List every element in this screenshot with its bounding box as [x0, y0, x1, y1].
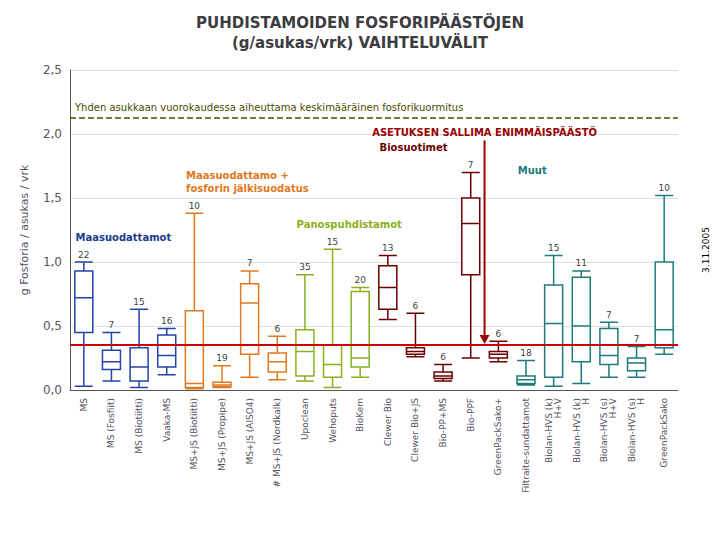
svg-text:GreenPackSako+: GreenPackSako+ [493, 398, 503, 475]
svg-text:22: 22 [78, 250, 89, 260]
svg-text:7: 7 [606, 310, 612, 320]
svg-text:3.11.2005: 3.11.2005 [701, 227, 711, 273]
svg-text:20: 20 [354, 275, 366, 285]
svg-text:MS (Biotiitti): MS (Biotiitti) [134, 398, 144, 454]
svg-text:g Fosforia / asukas / vrk: g Fosforia / asukas / vrk [18, 164, 31, 295]
svg-text:Filtraite-sundattamot: Filtraite-sundattamot [521, 398, 531, 493]
svg-text:15: 15 [327, 237, 338, 247]
svg-text:MS+JS (Propipe): MS+JS (Propipe) [217, 398, 227, 471]
svg-text:16: 16 [161, 316, 173, 326]
svg-text:H: H [581, 398, 591, 405]
svg-text:35: 35 [299, 262, 310, 272]
svg-text:6: 6 [440, 352, 446, 362]
svg-text:2,0: 2,0 [43, 127, 62, 141]
svg-text:MS (Fosfiit): MS (Fosfiit) [106, 398, 116, 448]
svg-text:H+V: H+V [553, 397, 563, 418]
svg-text:Bio-PPF: Bio-PPF [466, 398, 476, 432]
svg-text:7: 7 [247, 258, 253, 268]
svg-text:GreenPackSako: GreenPackSako [659, 398, 669, 468]
svg-text:1,0: 1,0 [43, 255, 62, 269]
svg-text:6: 6 [274, 324, 280, 334]
svg-text:Maasuodattamo +: Maasuodattamo + [186, 170, 289, 181]
svg-text:MS+JS (Biotiitti): MS+JS (Biotiitti) [189, 398, 199, 470]
svg-text:Upoclean: Upoclean [300, 398, 310, 440]
svg-text:Muut: Muut [518, 165, 547, 176]
svg-text:10: 10 [658, 183, 670, 193]
svg-text:6: 6 [495, 329, 501, 339]
svg-text:6: 6 [413, 301, 419, 311]
svg-text:H: H [636, 398, 646, 405]
svg-text:7: 7 [468, 160, 474, 170]
svg-text:Biolan-HVS (s): Biolan-HVS (s) [627, 398, 637, 462]
svg-text:18: 18 [520, 348, 532, 358]
svg-text:Vaaka-MS: Vaaka-MS [162, 398, 172, 442]
svg-text:7: 7 [109, 320, 115, 330]
svg-text:Wehoputs: Wehoputs [328, 398, 338, 443]
svg-text:15: 15 [133, 297, 144, 307]
svg-text:Biolan-HVS (k): Biolan-HVS (k) [544, 398, 555, 463]
svg-text:1,5: 1,5 [43, 191, 62, 205]
svg-text:BioKem: BioKem [355, 398, 365, 432]
svg-text:Panospuhdistamot: Panospuhdistamot [297, 219, 403, 230]
svg-text:MS+JS (AlSO4): MS+JS (AlSO4) [245, 398, 255, 464]
svg-text:H+V: H+V [608, 397, 618, 418]
svg-text:7: 7 [634, 334, 640, 344]
svg-text:11: 11 [576, 258, 587, 268]
svg-text:Yhden asukkaan vuorokaudessa a: Yhden asukkaan vuorokaudessa aiheuttama … [74, 102, 463, 113]
svg-text:Bio-PP+MS: Bio-PP+MS [438, 398, 448, 448]
svg-text:Maasuodattamot: Maasuodattamot [76, 232, 172, 243]
svg-text:2,5: 2,5 [43, 63, 62, 77]
svg-text:Clewer Bio+JS: Clewer Bio+JS [410, 398, 420, 462]
svg-text:0,0: 0,0 [43, 383, 62, 397]
svg-text:Clewer Bio: Clewer Bio [383, 398, 393, 446]
svg-text:fosforin jälkisuodatus: fosforin jälkisuodatus [186, 183, 309, 194]
svg-text:0,5: 0,5 [43, 319, 62, 333]
svg-text:PUHDISTAMOIDEN FOSFORIPÄÄSTÖJE: PUHDISTAMOIDEN FOSFORIPÄÄSTÖJEN [196, 13, 524, 32]
svg-text:13: 13 [382, 243, 393, 253]
svg-text:15: 15 [548, 243, 559, 253]
svg-text:# MS+JS (Nordkalk): # MS+JS (Nordkalk) [272, 398, 282, 487]
svg-text:Biolan-HVS (s): Biolan-HVS (s) [599, 398, 610, 463]
svg-text:(g/asukas/vrk) VAIHTELUVÄLIT: (g/asukas/vrk) VAIHTELUVÄLIT [232, 33, 489, 52]
svg-text:10: 10 [189, 201, 201, 211]
svg-text:19: 19 [216, 353, 228, 363]
svg-text:Biosuotimet: Biosuotimet [380, 142, 448, 153]
svg-text:ASETUKSEN SALLIMA ENIMMÄISPÄÄS: ASETUKSEN SALLIMA ENIMMÄISPÄÄSTÖ [372, 125, 597, 138]
svg-text:Biolan-HVS (k): Biolan-HVS (k) [572, 398, 582, 463]
svg-text:MS: MS [79, 398, 89, 412]
